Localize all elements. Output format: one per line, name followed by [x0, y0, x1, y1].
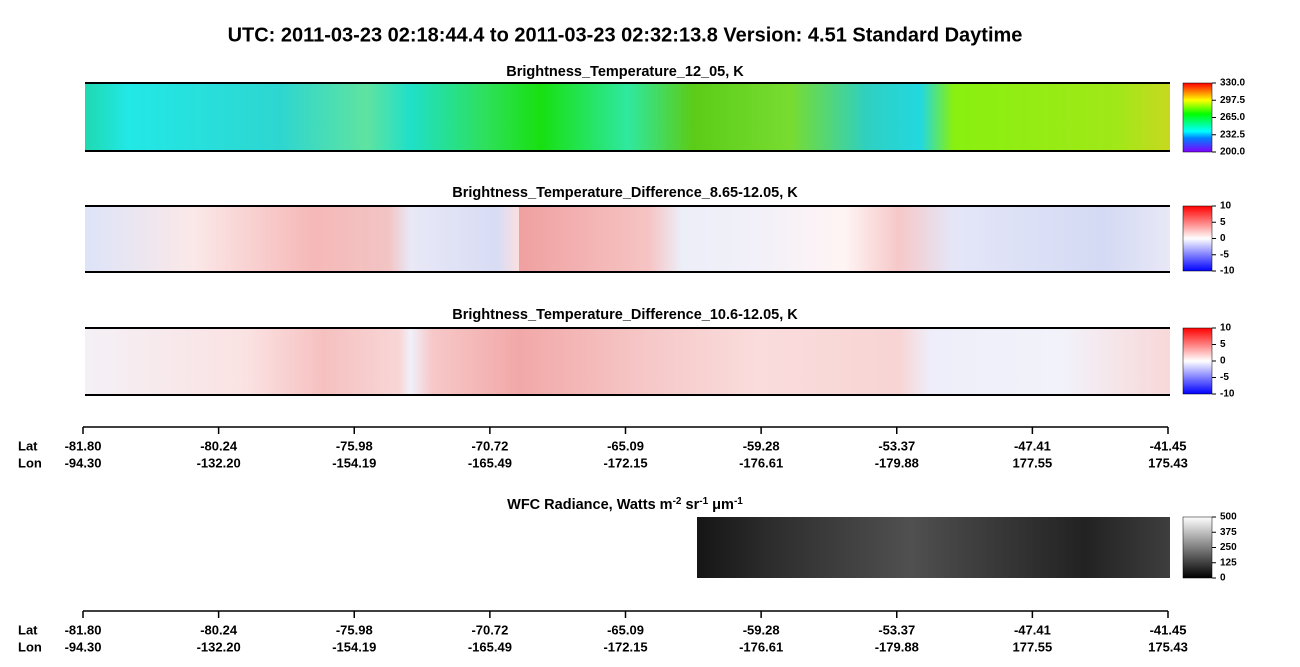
- lon-label: -132.20: [197, 639, 241, 654]
- lon-label: 175.43: [1148, 639, 1188, 654]
- image-btd865: [85, 206, 1170, 272]
- lat-label: -80.24: [200, 438, 238, 453]
- colorbar-tick-label: 0: [1220, 356, 1226, 367]
- lon-label: 175.43: [1148, 455, 1188, 470]
- lat-label: -59.28: [743, 438, 780, 453]
- colorbar: [1182, 205, 1213, 272]
- lat-label: -81.80: [65, 622, 102, 637]
- lon-label: -154.19: [332, 639, 376, 654]
- lon-label: 177.55: [1012, 639, 1052, 654]
- lon-label: 177.55: [1012, 455, 1052, 470]
- colorbar: [1182, 82, 1213, 153]
- image-wfc: [697, 517, 1170, 578]
- colorbar-tick-label: 232.5: [1220, 129, 1245, 140]
- lat-label: -65.09: [607, 622, 644, 637]
- lat-label: -75.98: [336, 438, 373, 453]
- lat-label: -53.37: [878, 622, 915, 637]
- colorbar: [1182, 327, 1213, 395]
- row-label: Lat: [18, 438, 38, 453]
- colorbar-tick-label: 265.0: [1220, 112, 1245, 123]
- colorbar-tick-label: 250: [1220, 542, 1237, 553]
- image-btd106: [85, 328, 1170, 395]
- colorbar-tick-label: -10: [1220, 389, 1235, 400]
- lat-label: -41.45: [1150, 622, 1187, 637]
- lon-label: -165.49: [468, 639, 512, 654]
- title-part: sr: [681, 497, 699, 513]
- page-title: UTC: 2011-03-23 02:18:44.4 to 2011-03-23…: [228, 24, 1023, 46]
- lat-label: -47.41: [1014, 622, 1051, 637]
- title-part: -2: [673, 496, 682, 507]
- colorbar-tick-label: 10: [1220, 323, 1232, 334]
- colorbar-tick-label: -5: [1220, 372, 1229, 383]
- colorbar-tick-label: 200.0: [1220, 147, 1245, 158]
- lon-label: -172.15: [603, 639, 647, 654]
- lon-label: -179.88: [875, 455, 919, 470]
- colorbar-tick-label: 330.0: [1220, 78, 1245, 89]
- panel-title: Brightness_Temperature_Difference_10.6-1…: [452, 307, 798, 323]
- colorbar: [1182, 516, 1213, 579]
- lat-label: -70.72: [471, 622, 508, 637]
- lat-label: -81.80: [65, 438, 102, 453]
- lat-label: -80.24: [200, 622, 238, 637]
- image-bt12: [85, 83, 1170, 151]
- colorbar-tick-label: 10: [1220, 201, 1232, 212]
- lat-label: -41.45: [1150, 438, 1187, 453]
- title-part: WFC Radiance, Watts m: [507, 497, 672, 513]
- images: [85, 82, 1170, 578]
- panel-title: WFC Radiance, Watts m-2 sr-1 μm-1: [507, 496, 743, 513]
- lon-label: -165.49: [468, 455, 512, 470]
- lon-label: -154.19: [332, 455, 376, 470]
- colorbar-tick-label: 5: [1220, 217, 1226, 228]
- colorbar-tick-label: 125: [1220, 557, 1237, 568]
- title-part: μm: [708, 497, 734, 513]
- title-part: -1: [699, 496, 708, 507]
- lat-label: -75.98: [336, 622, 373, 637]
- colorbar-tick-label: 297.5: [1220, 95, 1245, 106]
- lat-label: -70.72: [471, 438, 508, 453]
- title-part: -1: [734, 496, 743, 507]
- lon-label: -94.30: [65, 639, 102, 654]
- row-label: Lon: [18, 639, 42, 654]
- colorbar-tick-label: 500: [1220, 512, 1237, 523]
- lat-label: -47.41: [1014, 438, 1051, 453]
- lon-label: -176.61: [739, 455, 783, 470]
- colorbar-tick-label: 0: [1220, 233, 1226, 244]
- lat-label: -53.37: [878, 438, 915, 453]
- lat-label: -65.09: [607, 438, 644, 453]
- panel-title: Brightness_Temperature_12_05, K: [506, 64, 744, 80]
- lon-label: -94.30: [65, 455, 102, 470]
- lon-label: -179.88: [875, 639, 919, 654]
- colorbar-tick-label: 375: [1220, 527, 1237, 538]
- panel-title: Brightness_Temperature_Difference_8.65-1…: [452, 185, 798, 201]
- lon-label: -172.15: [603, 455, 647, 470]
- colorbar-tick-label: -10: [1220, 266, 1235, 277]
- colorbar-tick-label: 5: [1220, 339, 1226, 350]
- colorbar-tick-label: 0: [1220, 573, 1226, 584]
- colorbar-tick-label: -5: [1220, 249, 1229, 260]
- lon-label: -176.61: [739, 639, 783, 654]
- lon-label: -132.20: [197, 455, 241, 470]
- row-label: Lat: [18, 622, 38, 637]
- lat-label: -59.28: [743, 622, 780, 637]
- row-label: Lon: [18, 455, 42, 470]
